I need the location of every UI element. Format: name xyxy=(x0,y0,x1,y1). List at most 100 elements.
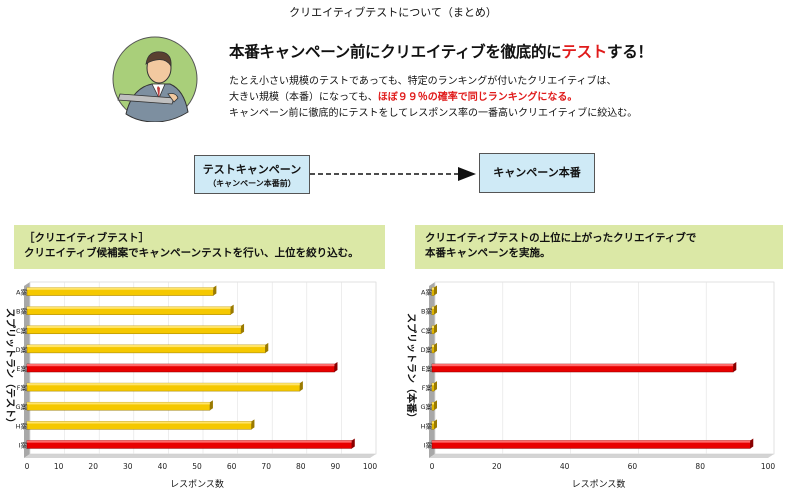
left-panel-line-2: クリエイティブ候補案でキャンペーンテストを行い、上位を絞り込む。 xyxy=(24,247,359,259)
chart-floor xyxy=(24,454,376,458)
x-tick-label: 50 xyxy=(192,462,202,471)
x-tick-label: 100 xyxy=(363,462,378,471)
category-label: B案 xyxy=(421,307,432,316)
bar-highlight xyxy=(27,383,300,386)
bar-end xyxy=(434,323,437,334)
body-line-2: 大きい規模（本番）になっても、ほぼ９９％の確率で同じランキングになる。 xyxy=(229,88,577,103)
category-label: C案 xyxy=(16,326,28,335)
body-line-2-highlight: ほぼ９９％の確率で同じランキングになる。 xyxy=(377,92,578,103)
bar-highlight xyxy=(432,344,434,348)
x-tick-label: 20 xyxy=(88,462,98,471)
category-label: E案 xyxy=(421,364,432,373)
headline-text: 本番キャンペーン前にクリエイティブを徹底的に xyxy=(229,43,562,61)
x-tick-label: 0 xyxy=(25,462,30,471)
main-campaign-title: キャンペーン本番 xyxy=(493,166,581,179)
x-tick-label: 70 xyxy=(261,462,271,471)
bar-highlight xyxy=(432,402,434,405)
left-panel-line-1: ［クリエイティブテスト］ xyxy=(24,232,150,244)
right-panel-line-1: クリエイティブテストの上位に上がったクリエイティブで xyxy=(425,232,697,244)
x-tick-label: 90 xyxy=(331,462,341,471)
y-axis-label: スプリットラン（本番） xyxy=(405,313,418,423)
category-label: A案 xyxy=(421,288,432,297)
category-label: I案 xyxy=(19,440,28,449)
x-tick-label: 60 xyxy=(227,462,237,471)
bar-highlight xyxy=(432,364,734,367)
bar-highlight xyxy=(27,287,214,290)
bar-end xyxy=(334,362,338,372)
category-label: A案 xyxy=(16,288,27,297)
bar-end xyxy=(209,400,213,411)
category-label: E案 xyxy=(16,364,27,373)
flow-arrow-icon xyxy=(310,167,476,181)
bar-highlight xyxy=(27,325,242,328)
page-title: クリエイティブテストについて（まとめ） xyxy=(289,6,497,19)
bar-end xyxy=(434,419,437,430)
bar-end xyxy=(299,381,303,392)
left-panel-header: ［クリエイティブテスト］ クリエイティブ候補案でキャンペーンテストを行い、上位を… xyxy=(14,225,385,269)
bar-end xyxy=(434,381,437,392)
bar-highlight xyxy=(432,383,434,386)
x-tick-label: 10 xyxy=(54,462,64,471)
category-label: F案 xyxy=(422,383,433,392)
bar-highlight xyxy=(432,325,434,328)
bar-highlight xyxy=(432,306,434,309)
category-label: F案 xyxy=(17,383,28,392)
bar-end xyxy=(750,438,754,449)
bar-end xyxy=(213,285,217,296)
x-axis-label: レスポンス数 xyxy=(170,478,224,488)
x-tick-label: 40 xyxy=(560,462,570,471)
bar-highlight xyxy=(27,306,231,309)
bar-end xyxy=(265,342,269,353)
main-campaign-box: キャンペーン本番 xyxy=(479,153,595,193)
bar-end xyxy=(434,285,437,296)
body-line-1: たとえ小さい規模のテストであっても、特定のランキングが付いたクリエイティブは、 xyxy=(229,76,617,87)
category-label: B案 xyxy=(16,307,27,316)
body-line-3: キャンペーン前に徹底的にテストをしてレスポンス率の一番高いクリエイティブに絞込む… xyxy=(229,108,638,119)
x-axis-label: レスポンス数 xyxy=(572,478,626,488)
x-tick-label: 40 xyxy=(158,462,168,471)
headline-text-end: する！ xyxy=(607,43,653,61)
bar-highlight xyxy=(27,402,210,405)
right-panel-header: クリエイティブテストの上位に上がったクリエイティブで 本番キャンペーンを実施。 xyxy=(415,225,783,269)
businessman-illustration xyxy=(112,36,198,122)
category-label: G案 xyxy=(420,402,432,411)
x-tick-label: 80 xyxy=(296,462,306,471)
category-label: H案 xyxy=(16,421,28,430)
bar-end xyxy=(434,304,437,315)
right-panel-line-2: 本番キャンペーンを実施。 xyxy=(425,247,551,259)
bar-highlight xyxy=(432,287,434,290)
category-label: H案 xyxy=(421,421,433,430)
bar-end xyxy=(351,438,355,449)
category-label: D案 xyxy=(15,345,27,354)
bar-end xyxy=(251,419,255,430)
category-label: G案 xyxy=(15,402,27,411)
bar-highlight xyxy=(27,364,335,367)
bar-highlight xyxy=(27,440,352,443)
bar-end xyxy=(241,323,245,334)
x-tick-label: 30 xyxy=(123,462,133,471)
test-campaign-box: テストキャンペーン （キャンペーン本番前） xyxy=(194,155,310,194)
bar-end xyxy=(230,304,234,315)
bar-end xyxy=(434,342,437,353)
x-tick-label: 80 xyxy=(695,462,705,471)
bar-highlight xyxy=(27,421,252,424)
y-axis-label: スプリットラン（テスト） xyxy=(4,308,17,428)
headline-highlight: テスト xyxy=(561,43,607,61)
bar-highlight xyxy=(27,344,266,348)
category-label: C案 xyxy=(421,326,433,335)
test-campaign-subtitle: （キャンペーン本番前） xyxy=(208,179,296,188)
category-label: D案 xyxy=(420,345,432,354)
chart-floor xyxy=(429,454,774,458)
bar-end xyxy=(733,362,737,372)
body-line-2-text: 大きい規模（本番）になっても、 xyxy=(229,92,378,103)
bar-highlight xyxy=(432,440,751,443)
x-tick-label: 60 xyxy=(628,462,638,471)
x-tick-label: 20 xyxy=(492,462,502,471)
x-tick-label: 0 xyxy=(430,462,435,471)
headline: 本番キャンペーン前にクリエイティブを徹底的にテストする！ xyxy=(229,40,653,62)
test-campaign-title: テストキャンペーン xyxy=(202,163,302,176)
category-label: I案 xyxy=(424,440,433,449)
bar-highlight xyxy=(432,421,434,424)
x-tick-label: 100 xyxy=(761,462,776,471)
